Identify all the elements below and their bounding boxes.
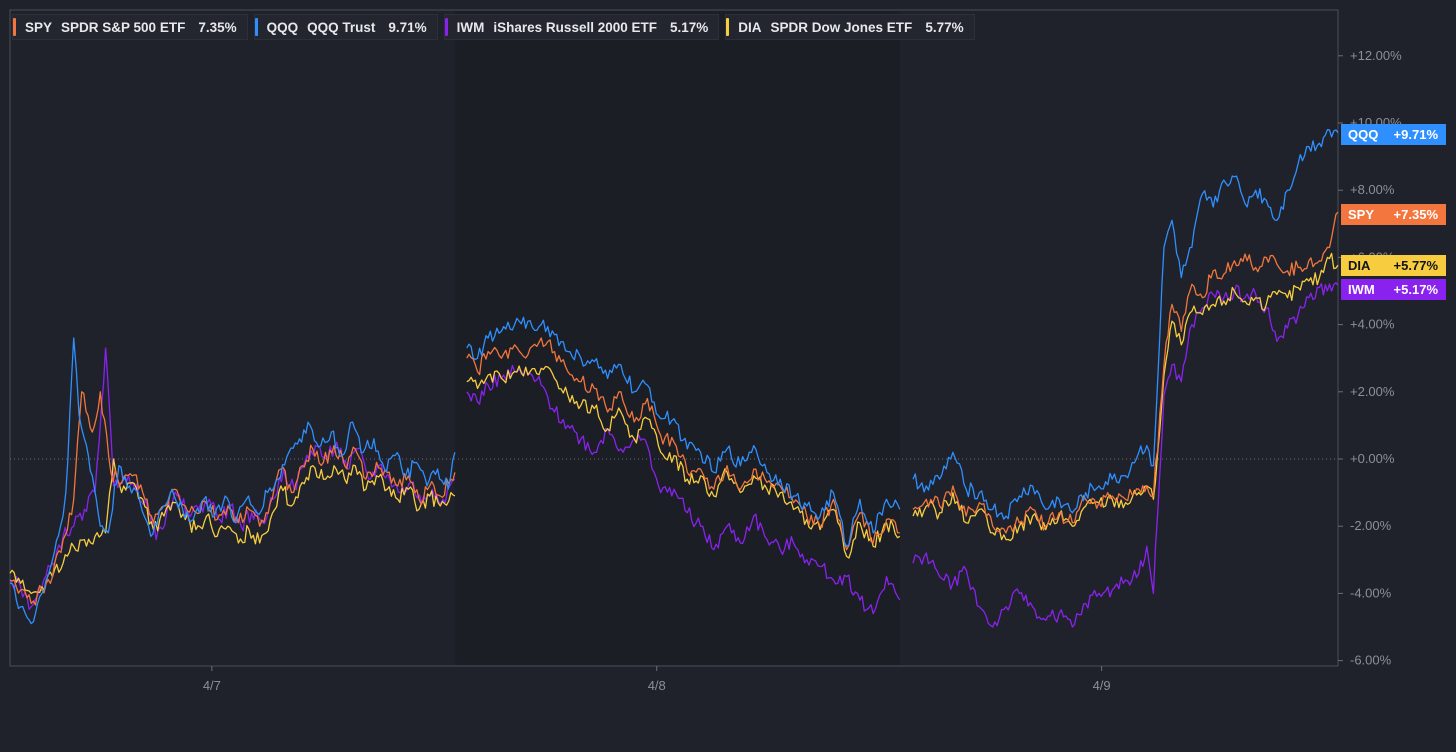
legend-ticker: DIA [738, 19, 762, 35]
tag-value: +5.17% [1393, 282, 1438, 297]
legend-name: SPDR S&P 500 ETF [61, 19, 186, 35]
series-line-qqq [912, 129, 1339, 520]
y-tick-label: -6.00% [1350, 653, 1392, 668]
tag-value: +5.77% [1393, 258, 1438, 273]
value-tag-dia: DIA +5.77% [1341, 255, 1446, 276]
legend-pct: 7.35% [198, 19, 237, 35]
series-line-iwm [466, 364, 901, 615]
y-tick-label: -2.00% [1350, 518, 1392, 533]
y-tick-label: +4.00% [1350, 317, 1395, 332]
series-line-qqq [9, 337, 456, 625]
legend-swatch [13, 18, 16, 36]
y-tick-label: -4.00% [1350, 585, 1392, 600]
legend-item-dia[interactable]: DIA SPDR Dow Jones ETF 5.77% [725, 14, 975, 40]
legend: SPY SPDR S&P 500 ETF 7.35% QQQ QQQ Trust 9.71… [12, 14, 975, 40]
legend-pct: 9.71% [388, 19, 427, 35]
series-line-iwm [9, 347, 456, 611]
legend-pct: 5.77% [925, 19, 964, 35]
series-line-spy [912, 211, 1339, 534]
tag-value: +9.71% [1393, 127, 1438, 142]
series-lines [9, 129, 1339, 628]
series-line-qqq [466, 316, 901, 548]
y-tick-label: +2.00% [1350, 384, 1395, 399]
series-line-spy [466, 337, 900, 551]
y-tick-label: +12.00% [1350, 48, 1402, 63]
x-tick-label: 4/9 [1093, 678, 1111, 693]
y-tick-label: +0.00% [1350, 451, 1395, 466]
y-tick-label: +8.00% [1350, 182, 1395, 197]
series-line-iwm [912, 282, 1339, 628]
legend-name: iShares Russell 2000 ETF [493, 19, 657, 35]
tag-value: +7.35% [1393, 207, 1438, 222]
tag-ticker: DIA [1348, 258, 1371, 273]
tag-ticker: SPY [1348, 207, 1375, 222]
legend-swatch [254, 18, 258, 36]
legend-swatch [726, 18, 730, 36]
x-axis: 4/7 4/8 4/9 [203, 666, 1111, 693]
legend-ticker: QQQ [266, 19, 299, 35]
session-shade [454, 11, 900, 665]
value-tag-iwm: IWM +5.17% [1341, 279, 1446, 300]
tag-ticker: QQQ [1348, 127, 1379, 142]
series-line-spy [9, 391, 456, 606]
legend-item-iwm[interactable]: IWM iShares Russell 2000 ETF 5.17% [443, 14, 720, 40]
x-tick-label: 4/8 [648, 678, 666, 693]
legend-ticker: SPY [25, 19, 53, 35]
legend-name: SPDR Dow Jones ETF [770, 19, 913, 35]
tag-ticker: IWM [1348, 282, 1375, 297]
legend-item-qqq[interactable]: QQQ QQQ Trust 9.71% [253, 14, 438, 40]
value-tag-spy: SPY +7.35% [1341, 204, 1446, 225]
legend-name: QQQ Trust [307, 19, 376, 35]
legend-item-spy[interactable]: SPY SPDR S&P 500 ETF 7.35% [12, 14, 248, 40]
legend-pct: 5.17% [670, 19, 709, 35]
x-tick-label: 4/7 [203, 678, 221, 693]
session-shading [454, 11, 900, 665]
legend-swatch [444, 18, 448, 36]
series-line-dia [9, 458, 456, 595]
series-line-dia [466, 365, 901, 559]
value-tag-qqq: QQQ +9.71% [1341, 124, 1446, 145]
legend-ticker: IWM [456, 19, 485, 35]
